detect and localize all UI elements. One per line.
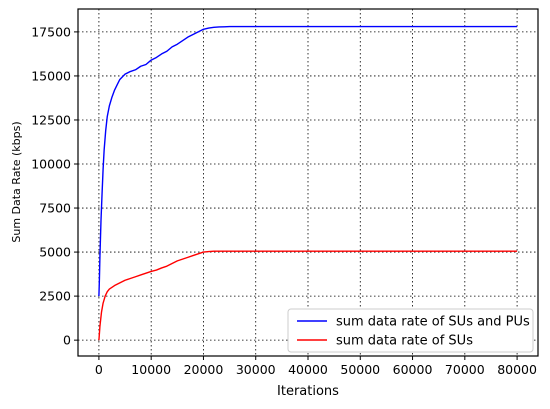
gridlines xyxy=(78,9,538,356)
legend: sum data rate of SUs and PUs sum data ra… xyxy=(287,308,534,353)
y-tick-label: 12500 xyxy=(31,112,71,127)
legend-box xyxy=(287,308,534,353)
x-axis-label: Iterations xyxy=(277,384,339,399)
y-tick-label: 10000 xyxy=(31,157,71,172)
x-tick-label: 60000 xyxy=(393,362,433,377)
series-line-1 xyxy=(98,25,518,297)
y-tick-label: 5000 xyxy=(39,245,71,260)
y-tick-label: 15000 xyxy=(31,68,71,83)
x-tick-label: 40000 xyxy=(288,362,328,377)
x-axis: 0 10000 20000 30000 40000 50000 60000 70000 8000… xyxy=(95,356,537,377)
y-tick-label: 0 xyxy=(63,333,71,348)
x-tick-label: 80000 xyxy=(497,362,537,377)
series-lines xyxy=(98,25,518,341)
y-axis: 0 2500 5000 7500 10000 12500 15000 17500 xyxy=(31,24,78,348)
x-tick-label: 30000 xyxy=(236,362,276,377)
series-line-2 xyxy=(98,250,518,341)
y-tick-label: 2500 xyxy=(39,289,71,304)
x-tick-label: 70000 xyxy=(445,362,485,377)
y-tick-label: 7500 xyxy=(39,201,71,216)
x-tick-label: 50000 xyxy=(340,362,380,377)
x-tick-label: 0 xyxy=(95,362,103,377)
y-tick-label: 17500 xyxy=(31,24,71,39)
x-tick-label: 10000 xyxy=(131,362,171,377)
y-axis-label: Sum Data Rate (kbps) xyxy=(10,121,23,242)
legend-label-1: sum data rate of SUs and PUs xyxy=(336,315,530,330)
legend-label-2: sum data rate of SUs xyxy=(336,334,473,349)
x-tick-label: 20000 xyxy=(184,362,224,377)
